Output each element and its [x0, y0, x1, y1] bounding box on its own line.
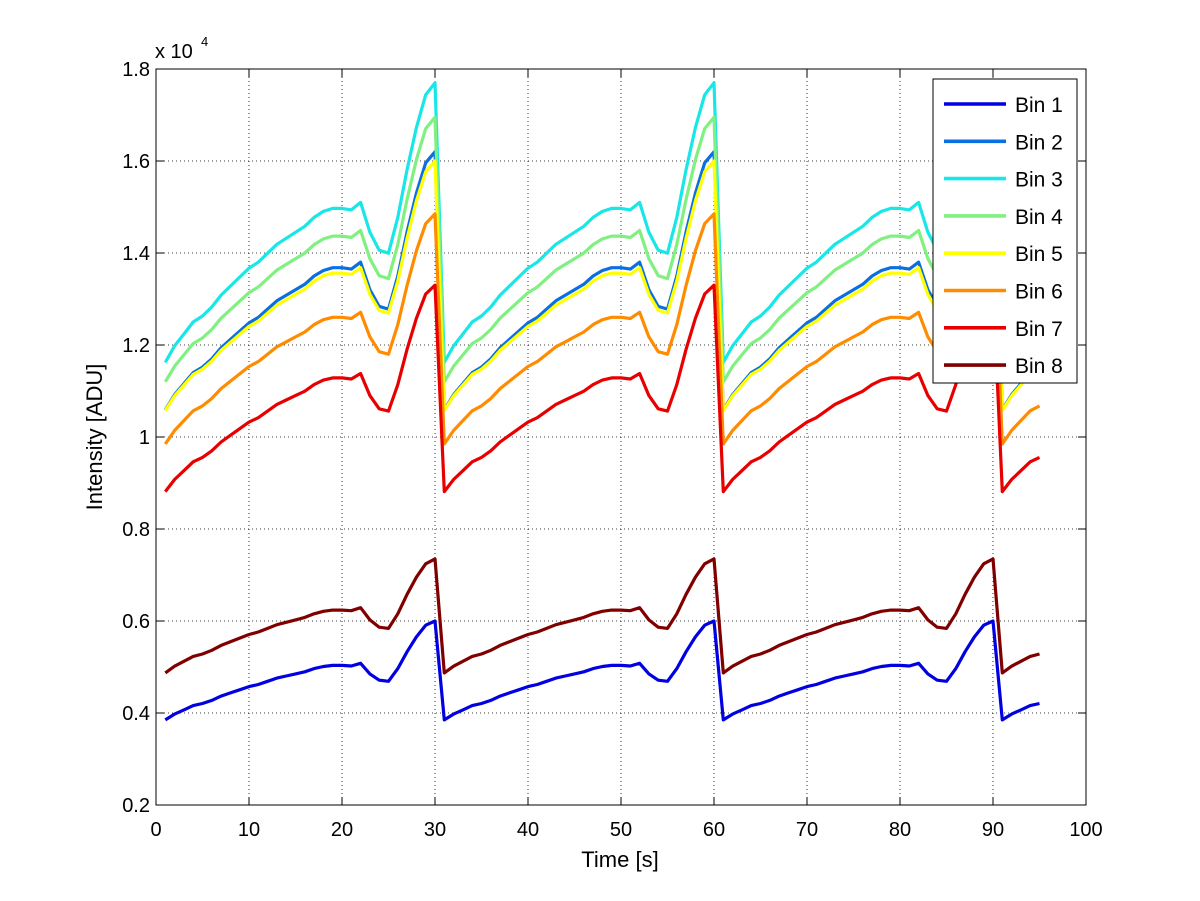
series-line-bin-5 [163, 159, 1041, 413]
x-axis-label: Time [s] [581, 847, 658, 872]
x-tick-label: 0 [150, 819, 161, 841]
legend-label: Bin 4 [1015, 206, 1063, 229]
y-multiplier-exponent: 4 [201, 34, 208, 49]
legend-label: Bin 1 [1015, 94, 1063, 117]
series-lines [163, 81, 1041, 722]
x-tick-label: 10 [238, 819, 260, 841]
legend-label: Bin 2 [1015, 131, 1063, 154]
y-tick-label: 0.4 [122, 703, 150, 725]
y-tick-label: 0.8 [122, 519, 150, 541]
y-tick-label: 1.2 [122, 335, 150, 357]
x-tick-label: 70 [796, 819, 818, 841]
x-tick-label: 50 [610, 819, 632, 841]
x-tick-labels: 0 10 20 30 40 50 60 70 80 90 100 [150, 819, 1102, 841]
legend: Bin 1 Bin 2 Bin 3 Bin 4 Bin 5 Bin 6 Bin 7 Bin 8 [932, 78, 1078, 384]
y-tick-label: 1 [139, 427, 150, 449]
x-tick-label: 30 [424, 819, 446, 841]
series-line-bin-2 [163, 150, 1041, 412]
grid-lines [156, 69, 1086, 805]
legend-label: Bin 6 [1015, 281, 1063, 304]
x-tick-label: 60 [703, 819, 725, 841]
legend-items: Bin 1 Bin 2 Bin 3 Bin 4 Bin 5 Bin 6 Bin 7 Bin 8 [944, 94, 1063, 378]
series-line-bin-6 [163, 212, 1041, 446]
y-axis-label: Intensity [ADU] [82, 364, 107, 511]
x-tick-label: 40 [517, 819, 539, 841]
y-tick-label: 0.6 [122, 611, 150, 633]
y-tick-label: 1.8 [122, 59, 150, 81]
y-tick-label: 1.6 [122, 151, 150, 173]
y-tick-labels: 0.2 0.4 0.6 0.8 1 1.2 1.4 1.6 1.8 [122, 59, 150, 817]
legend-label: Bin 5 [1015, 243, 1063, 266]
x-tick-label: 80 [889, 819, 911, 841]
x-tick-label: 20 [331, 819, 353, 841]
y-multiplier-label: x 10 [155, 41, 193, 63]
legend-label: Bin 3 [1015, 169, 1063, 192]
axis-ticks [155, 68, 1087, 806]
y-tick-label: 1.4 [122, 243, 150, 265]
legend-label: Bin 8 [1015, 355, 1063, 378]
series-line-bin-3 [163, 81, 1041, 364]
y-tick-label: 0.2 [122, 795, 150, 817]
legend-box [932, 78, 1078, 384]
series-line-bin-8 [164, 557, 1040, 675]
series-line-bin-7 [164, 283, 1041, 494]
legend-label: Bin 7 [1015, 318, 1063, 341]
x-tick-label: 100 [1069, 819, 1102, 841]
x-tick-label: 90 [982, 819, 1004, 841]
series-line-bin-4 [163, 115, 1041, 384]
series-line-bin-1 [164, 619, 1040, 722]
